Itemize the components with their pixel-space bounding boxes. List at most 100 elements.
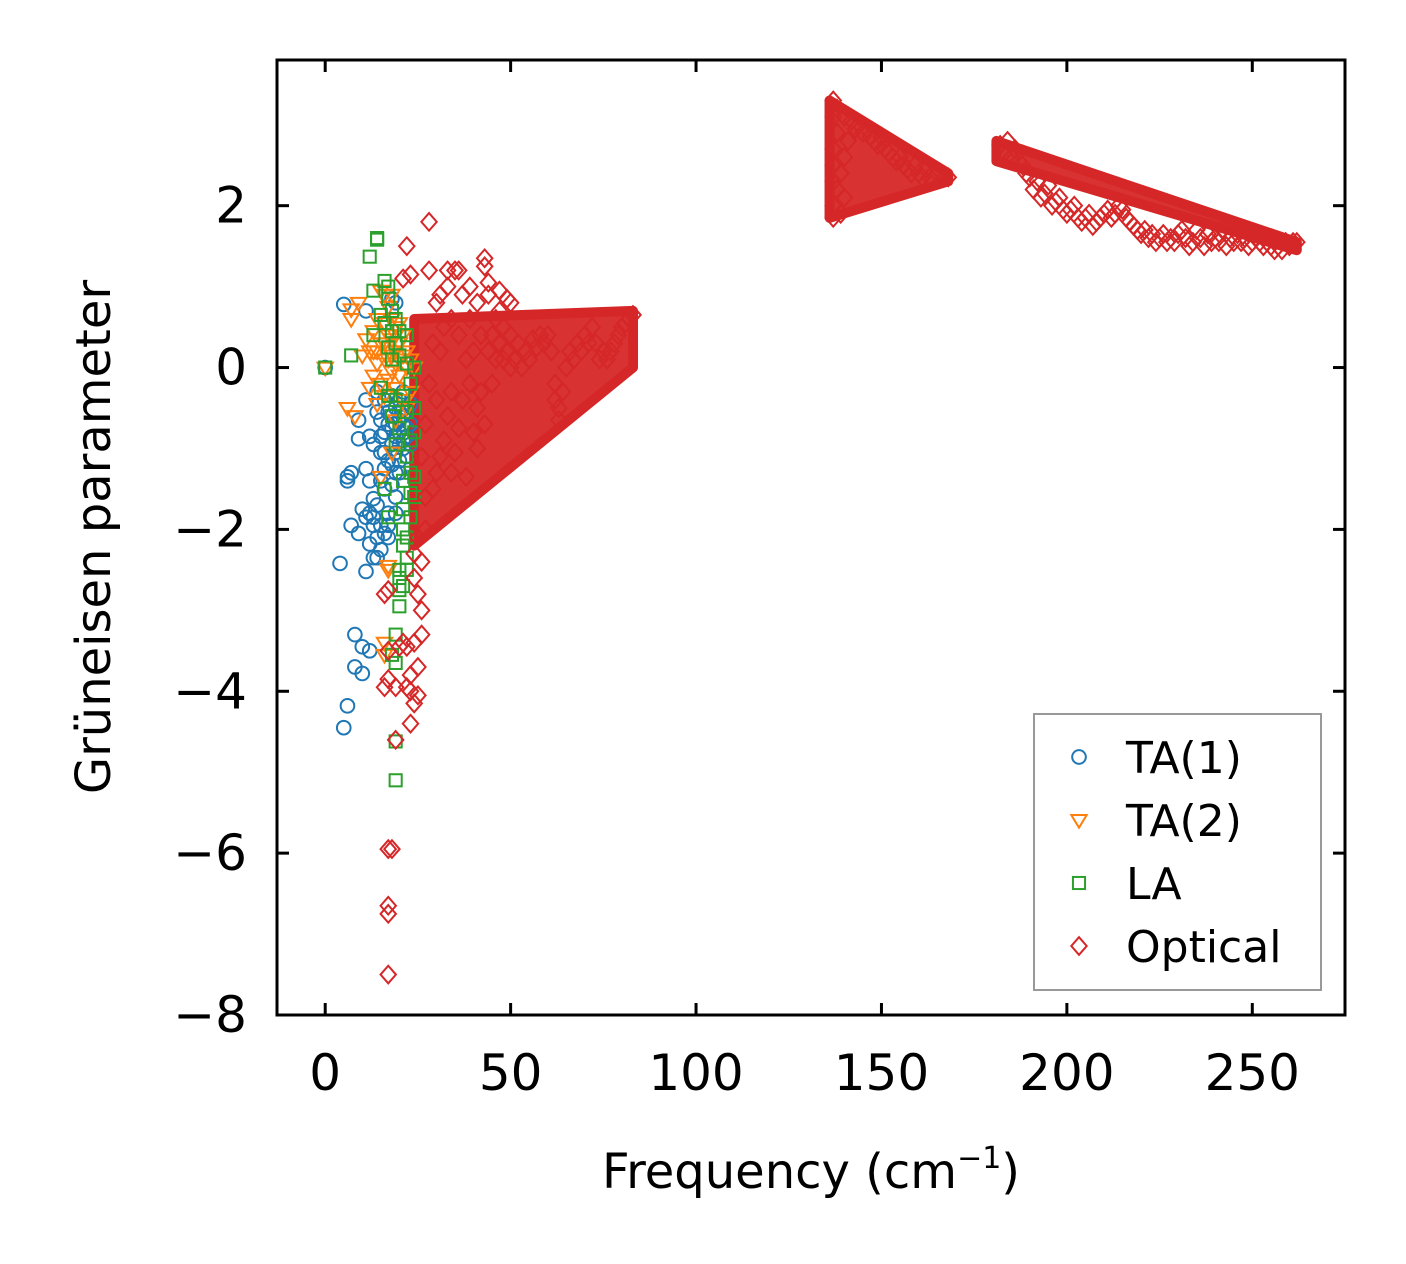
- optical-point: [831, 203, 850, 225]
- legend-marker-la: [1071, 875, 1087, 891]
- optical-point: [483, 373, 502, 395]
- la-point: [388, 773, 403, 788]
- la-point: [388, 437, 403, 452]
- optical-point: [1102, 207, 1121, 229]
- optical-point: [916, 158, 935, 180]
- optical-point: [449, 260, 468, 281]
- optical-point: [857, 118, 876, 140]
- optical-point: [408, 684, 427, 706]
- ta-2-point: [375, 389, 395, 406]
- legend-marker-ta-1: [1071, 749, 1087, 765]
- optical-point: [479, 272, 498, 293]
- optical-point: [594, 341, 613, 362]
- optical-point: [449, 417, 468, 439]
- optical-point: [431, 284, 450, 306]
- optical-point: [464, 421, 483, 443]
- ta-1-point: [347, 626, 363, 643]
- optical-point: [423, 332, 442, 354]
- optical-point: [609, 324, 628, 346]
- ta-2-point: [378, 563, 398, 580]
- ta-2-point: [363, 345, 383, 361]
- ta-2-point: [345, 410, 365, 426]
- la-point: [381, 279, 396, 294]
- optical-point: [420, 373, 439, 395]
- optical-point: [553, 381, 572, 403]
- la-point: [403, 485, 418, 501]
- optical-point: [486, 349, 505, 370]
- optical-point: [605, 332, 624, 354]
- y-tick-label: −2: [173, 500, 247, 558]
- optical-point: [471, 381, 490, 403]
- optical-point: [420, 211, 439, 233]
- legend-marker-ta-2: [1069, 814, 1089, 830]
- optical-point: [420, 260, 439, 281]
- optical-point: [579, 332, 598, 354]
- ta-1-point: [380, 517, 397, 534]
- optical-point: [538, 324, 557, 346]
- optical-point: [1013, 154, 1032, 176]
- ta-1-point: [332, 555, 348, 572]
- x-axis-label: Frequency (cm−1): [602, 1141, 1020, 1200]
- optical-point: [598, 349, 617, 370]
- x-tick-label: 100: [648, 1044, 743, 1102]
- la-point: [392, 421, 407, 436]
- optical-density-bands: [409, 95, 1302, 551]
- la-point: [396, 579, 411, 594]
- optical-point: [457, 466, 476, 488]
- optical-point: [890, 146, 910, 168]
- optical-point: [475, 256, 494, 277]
- legend-marker-optical: [1069, 935, 1089, 957]
- la-point: [392, 570, 407, 586]
- optical-point: [386, 676, 405, 698]
- x-axis-label-superscript: −1: [957, 1141, 1001, 1176]
- optical-point: [379, 895, 398, 917]
- optical-point: [416, 519, 435, 540]
- ta-1-point: [373, 428, 389, 445]
- optical-point: [1280, 235, 1299, 257]
- la-point: [396, 538, 411, 553]
- la-point: [384, 352, 400, 367]
- x-tick-label: 0: [309, 1044, 341, 1102]
- optical-point: [412, 446, 431, 467]
- la-point: [403, 376, 418, 391]
- la-point: [396, 522, 411, 537]
- ta-2-point: [360, 381, 380, 398]
- la-point: [403, 433, 418, 448]
- la-point: [407, 489, 422, 505]
- la-point: [392, 324, 407, 339]
- ta-1-point: [369, 497, 385, 513]
- ta-2-point: [367, 398, 387, 414]
- la-point: [407, 425, 422, 440]
- ta-2-point: [363, 369, 383, 386]
- ta-1-point: [369, 549, 385, 566]
- optical-point: [434, 430, 453, 451]
- optical-point: [379, 838, 398, 860]
- la-point: [407, 469, 422, 484]
- optical-point: [1217, 235, 1236, 257]
- optical-point: [401, 713, 420, 734]
- optical-point: [423, 478, 442, 500]
- la-point: [344, 348, 359, 363]
- ta-2-point: [382, 313, 402, 329]
- la-point: [403, 510, 418, 525]
- ta-1-point: [380, 529, 397, 546]
- optical-point: [590, 349, 609, 370]
- optical-point: [416, 413, 435, 435]
- optical-point: [1287, 231, 1306, 253]
- la-point: [381, 510, 396, 525]
- ta-2-point: [397, 345, 417, 361]
- ta-1-point: [361, 473, 378, 489]
- optical-point: [464, 341, 483, 362]
- ta-2-point: [375, 636, 395, 653]
- x-tick-label: 250: [1205, 1044, 1300, 1102]
- la-point: [399, 328, 414, 343]
- ta-2-point: [401, 385, 420, 402]
- la-point: [399, 405, 414, 420]
- optical-point: [991, 134, 1010, 156]
- ta-2-point: [352, 349, 372, 366]
- ta-1-point: [387, 505, 404, 522]
- optical-point: [1106, 203, 1125, 225]
- la-point: [392, 583, 407, 598]
- ta-2-point: [371, 377, 391, 394]
